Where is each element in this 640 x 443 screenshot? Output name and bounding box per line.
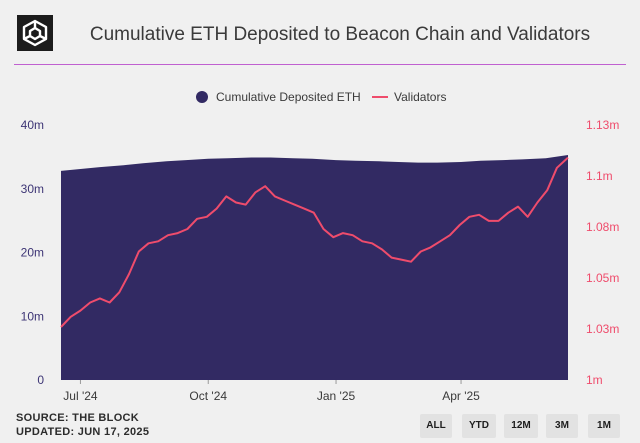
line-series-validators <box>60 156 569 328</box>
updated-text: UPDATED: JUN 17, 2025 <box>16 426 150 438</box>
range-button-ytd[interactable]: YTD <box>462 414 496 438</box>
right-axis: 1m 1.03m 1.05m 1.08m 1.1m 1.13m <box>586 118 619 387</box>
x-axis-tick-label: Jul '24 <box>63 389 98 403</box>
left-axis: 0 10m 20m 30m 40m <box>21 118 45 387</box>
the-block-logo <box>17 15 53 51</box>
range-button-1m[interactable]: 1M <box>588 414 620 438</box>
range-button-all[interactable]: ALL <box>420 414 452 438</box>
left-axis-tick-label: 10m <box>21 309 44 323</box>
line-layer <box>60 156 569 328</box>
left-axis-tick-label: 30m <box>21 182 44 196</box>
legend: Cumulative Deposited ETH Validators <box>196 90 446 104</box>
right-axis-tick-label: 1.1m <box>586 169 613 183</box>
right-axis-tick-label: 1.03m <box>586 322 619 336</box>
source-text: SOURCE: THE BLOCK <box>16 412 140 424</box>
x-axis: Jul '24 Oct '24 Jan '25 Apr '25 <box>63 380 480 403</box>
legend-label-validators: Validators <box>394 90 446 104</box>
right-axis-tick-label: 1.05m <box>586 271 619 285</box>
range-button-3m[interactable]: 3M <box>546 414 578 438</box>
left-axis-tick-label: 0 <box>37 373 44 387</box>
range-button-12m[interactable]: 12M <box>504 414 538 438</box>
right-axis-tick-label: 1m <box>586 373 603 387</box>
page-title: Cumulative ETH Deposited to Beacon Chain… <box>89 24 591 45</box>
legend-label-cumulative-deposited-eth: Cumulative Deposited ETH <box>216 90 361 104</box>
area-layer <box>61 155 568 380</box>
right-axis-tick-label: 1.08m <box>586 220 619 234</box>
x-axis-tick-label: Jan '25 <box>317 389 356 403</box>
x-axis-tick-label: Apr '25 <box>442 389 480 403</box>
left-axis-tick-label: 40m <box>21 118 44 132</box>
x-axis-tick-label: Oct '24 <box>189 389 227 403</box>
title-divider <box>14 64 626 65</box>
right-axis-tick-label: 1.13m <box>586 118 619 132</box>
footer-source: SOURCE: THE BLOCK UPDATED: JUN 17, 2025 <box>16 411 149 439</box>
area-series-cumulative-deposited-eth <box>61 155 568 380</box>
legend-marker-cumulative-deposited-eth <box>196 91 208 103</box>
cube-icon <box>22 19 48 47</box>
left-axis-tick-label: 20m <box>21 246 44 260</box>
